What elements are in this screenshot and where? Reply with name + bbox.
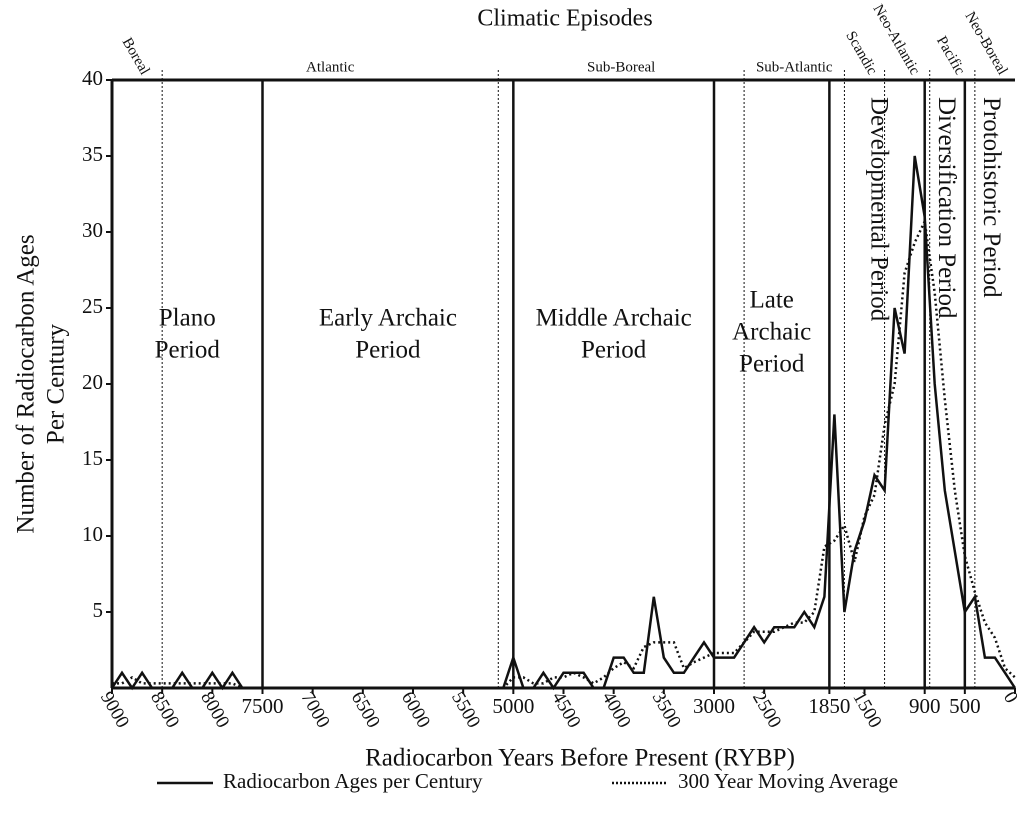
episode-label: Sub-Boreal xyxy=(587,59,655,75)
y-tick-label: 40 xyxy=(82,66,103,90)
x-tick-label: 3000 xyxy=(693,694,735,718)
x-tick-label: 7000 xyxy=(297,688,334,731)
episode-label: Neo-Boreal xyxy=(962,9,1011,78)
x-tick-label: 8000 xyxy=(196,688,233,731)
legend-label: 300 Year Moving Average xyxy=(678,769,898,793)
episode-label: Atlantic xyxy=(306,59,355,75)
x-tick-label: 4500 xyxy=(547,688,584,731)
x-tick-label: 900 xyxy=(909,694,941,718)
period-label: Protohistoric Period xyxy=(978,97,1005,298)
episode-label: Pacific xyxy=(933,34,968,78)
y-tick-label: 5 xyxy=(93,598,104,622)
x-tick-label: 4000 xyxy=(598,688,635,731)
legend-label: Radiocarbon Ages per Century xyxy=(223,769,483,793)
x-tick-label: 1850 xyxy=(808,694,850,718)
y-axis-label-line: Number of Radiocarbon Ages xyxy=(13,234,40,533)
period-label: Period xyxy=(155,337,221,364)
x-tick-label: 8500 xyxy=(146,688,183,731)
x-axis-label: Radiocarbon Years Before Present (RYBP) xyxy=(365,745,795,772)
x-tick-label: 5000 xyxy=(492,694,534,718)
y-tick-label: 15 xyxy=(82,446,103,470)
y-axis-label: Number of Radiocarbon Ages Per Century xyxy=(13,234,70,533)
x-tick-label: 9000 xyxy=(96,688,133,731)
episode-label: Sub-Atlantic xyxy=(756,59,833,75)
period-label: Period xyxy=(355,337,421,364)
x-tick-label: 7500 xyxy=(242,694,284,718)
x-tick-label: 2500 xyxy=(748,688,785,731)
period-label: Middle Archaic xyxy=(536,305,692,332)
y-tick-label: 25 xyxy=(82,294,103,318)
x-tick-label: 0 xyxy=(999,688,1017,707)
x-tick-label: 1500 xyxy=(848,688,885,731)
period-label: Diversification Period xyxy=(933,97,960,319)
episode-label: Boreal xyxy=(119,35,153,78)
period-label: Plano xyxy=(159,305,216,332)
y-tick-label: 10 xyxy=(82,522,103,546)
period-label: Developmental Period xyxy=(865,97,892,322)
chart-title: Climatic Episodes xyxy=(477,6,652,32)
x-tick-label: 3500 xyxy=(648,688,685,731)
x-tick-label: 6000 xyxy=(397,688,434,731)
episode-label: Scandic xyxy=(842,29,880,78)
period-label: Period xyxy=(581,337,647,364)
period-label: Archaic xyxy=(732,319,811,346)
x-tick-label: 500 xyxy=(949,694,981,718)
period-label: Early Archaic xyxy=(319,305,457,332)
period-label: Period xyxy=(739,351,805,378)
x-tick-label: 5500 xyxy=(447,688,484,731)
y-tick-label: 30 xyxy=(82,218,103,242)
y-tick-label: 20 xyxy=(82,370,103,394)
period-label: Late xyxy=(749,287,793,314)
y-tick-label: 35 xyxy=(82,142,103,166)
y-axis-label-line: Per Century xyxy=(43,323,70,444)
x-tick-label: 6500 xyxy=(347,688,384,731)
